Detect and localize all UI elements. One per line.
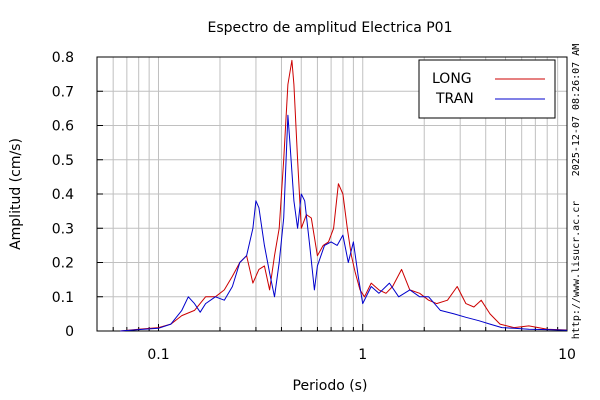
- series-lines: [120, 59, 568, 332]
- x-axis-title: Periodo (s): [293, 378, 368, 394]
- y-tick-label: 0.3: [52, 221, 74, 237]
- legend: LONG TRAN: [418, 59, 556, 119]
- x-tick-label: 1: [358, 347, 367, 363]
- y-tick-label: 0.1: [52, 290, 74, 306]
- y-tick-label: 0.2: [52, 256, 74, 272]
- y-tick-label: 0.5: [52, 153, 74, 169]
- y-axis-title: Amplitud (cm/s): [8, 138, 24, 250]
- series-line-long: [120, 59, 568, 332]
- y-tick-label: 0.4: [52, 187, 74, 203]
- y-tick-label: 0: [65, 324, 74, 340]
- y-tick-label: 0.7: [52, 84, 74, 100]
- y-tick-label: 0.6: [52, 119, 74, 135]
- x-tick-label: 0.1: [147, 347, 169, 363]
- legend-box: [418, 59, 556, 119]
- timestamp-label: 2025-12-07 08:26:07 AM: [571, 44, 582, 176]
- x-tick-label: 10: [558, 347, 576, 363]
- y-tick-label: 0.8: [52, 50, 74, 66]
- legend-label-tran: TRAN: [435, 91, 474, 107]
- axis-ticks: 0 0.1 0.2 0.3 0.4 0.5 0.6 0.7 0.8 0.1 1 10: [52, 50, 576, 363]
- legend-label-long: LONG: [432, 71, 472, 87]
- source-url-label: http://www.lisucr.ac.cr: [571, 201, 582, 339]
- chart-title: Espectro de amplitud Electrica P01: [208, 20, 453, 36]
- series-line-tran: [120, 114, 568, 332]
